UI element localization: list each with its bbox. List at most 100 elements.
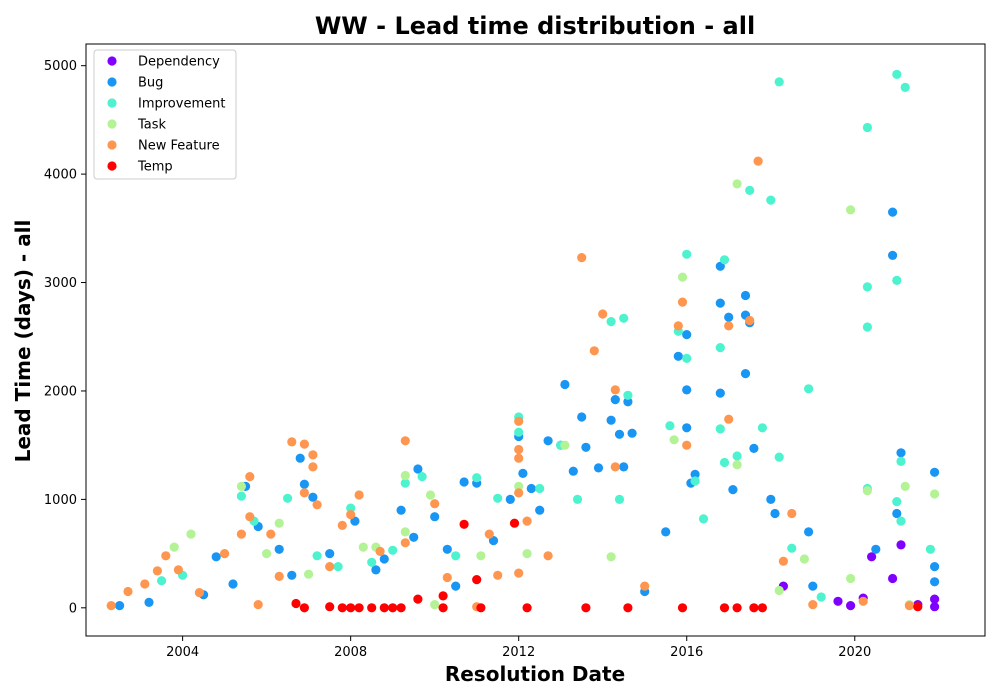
data-point bbox=[623, 603, 633, 613]
data-point bbox=[904, 601, 915, 611]
data-point bbox=[514, 453, 524, 463]
legend-marker bbox=[107, 140, 117, 150]
legend-marker bbox=[107, 161, 117, 171]
data-point bbox=[375, 546, 385, 557]
legend: Dependency Bug Improvement Task New Feature T… bbox=[93, 49, 237, 180]
data-point bbox=[299, 488, 309, 498]
data-point bbox=[610, 385, 620, 395]
data-point bbox=[451, 551, 461, 561]
ticks-layer: 2004 2008 2012 2016 2020 0 1000 2000 3000 4000 500… bbox=[44, 59, 871, 660]
data-point bbox=[346, 509, 356, 520]
data-point bbox=[778, 556, 789, 566]
data-point bbox=[577, 412, 587, 422]
data-point bbox=[388, 603, 398, 613]
data-point bbox=[299, 479, 309, 489]
data-point bbox=[862, 282, 873, 292]
x-tick-label: 2016 bbox=[670, 645, 703, 660]
data-point bbox=[673, 321, 683, 331]
data-point bbox=[451, 581, 461, 591]
data-point bbox=[867, 552, 877, 562]
data-point bbox=[719, 603, 730, 613]
data-point bbox=[614, 429, 625, 439]
data-point bbox=[690, 469, 700, 479]
data-point bbox=[325, 602, 335, 612]
data-point bbox=[337, 520, 347, 531]
data-point bbox=[144, 597, 154, 608]
data-point bbox=[518, 468, 528, 478]
data-point bbox=[514, 481, 524, 491]
data-point bbox=[169, 542, 179, 552]
data-point bbox=[732, 603, 742, 613]
legend-label: Bug bbox=[138, 76, 163, 91]
legend-label: Dependency bbox=[138, 55, 220, 70]
data-point bbox=[816, 592, 826, 602]
data-point bbox=[766, 195, 776, 205]
legend-label: New Feature bbox=[138, 139, 220, 154]
data-point bbox=[400, 470, 410, 481]
data-point bbox=[396, 603, 406, 613]
data-point bbox=[888, 250, 898, 260]
series-new-feature bbox=[106, 156, 915, 612]
data-point bbox=[514, 488, 524, 498]
data-point bbox=[846, 573, 856, 584]
data-point bbox=[337, 603, 347, 613]
data-point bbox=[804, 384, 814, 394]
data-point bbox=[690, 476, 700, 486]
data-point bbox=[871, 544, 881, 554]
data-point bbox=[509, 518, 520, 528]
data-point bbox=[606, 552, 616, 562]
data-point bbox=[766, 494, 776, 504]
data-point bbox=[312, 551, 322, 561]
data-point bbox=[862, 486, 873, 496]
data-point bbox=[774, 77, 784, 87]
data-point bbox=[236, 491, 246, 501]
data-point bbox=[724, 414, 734, 424]
data-point bbox=[715, 298, 725, 308]
data-point bbox=[514, 416, 524, 426]
data-point bbox=[266, 529, 276, 539]
data-point bbox=[123, 586, 133, 597]
data-point bbox=[304, 569, 314, 579]
series-task bbox=[169, 179, 940, 610]
data-point bbox=[568, 466, 578, 476]
data-point bbox=[833, 596, 843, 606]
data-point bbox=[606, 317, 616, 327]
data-point bbox=[719, 255, 730, 265]
data-point bbox=[560, 440, 570, 450]
data-point bbox=[476, 603, 486, 613]
data-point bbox=[606, 415, 616, 425]
data-point bbox=[623, 390, 633, 400]
data-point bbox=[312, 500, 322, 510]
y-tick-label: 3000 bbox=[44, 276, 77, 291]
data-point bbox=[194, 588, 204, 598]
data-point bbox=[379, 554, 389, 564]
data-point bbox=[522, 516, 532, 526]
data-point bbox=[299, 603, 309, 613]
data-point bbox=[661, 527, 671, 537]
data-point bbox=[299, 439, 309, 449]
data-point bbox=[896, 540, 906, 550]
data-point bbox=[896, 448, 906, 458]
data-point bbox=[892, 69, 902, 79]
data-point bbox=[740, 290, 751, 301]
data-point bbox=[409, 532, 419, 542]
data-point bbox=[522, 549, 532, 559]
data-point bbox=[274, 518, 284, 528]
y-tick-label: 2000 bbox=[44, 384, 77, 399]
legend-box bbox=[93, 49, 237, 180]
data-point bbox=[888, 207, 898, 217]
legend-label: Temp bbox=[137, 160, 173, 175]
points-layer bbox=[106, 69, 940, 613]
data-point bbox=[295, 453, 305, 463]
data-point bbox=[757, 603, 768, 613]
series-improvement bbox=[157, 69, 936, 602]
data-point bbox=[745, 185, 755, 195]
data-point bbox=[472, 575, 482, 585]
data-point bbox=[677, 603, 688, 613]
series-temp bbox=[291, 518, 923, 613]
data-point bbox=[505, 494, 515, 504]
data-point bbox=[543, 551, 553, 561]
data-point bbox=[274, 544, 284, 554]
data-point bbox=[543, 436, 553, 446]
